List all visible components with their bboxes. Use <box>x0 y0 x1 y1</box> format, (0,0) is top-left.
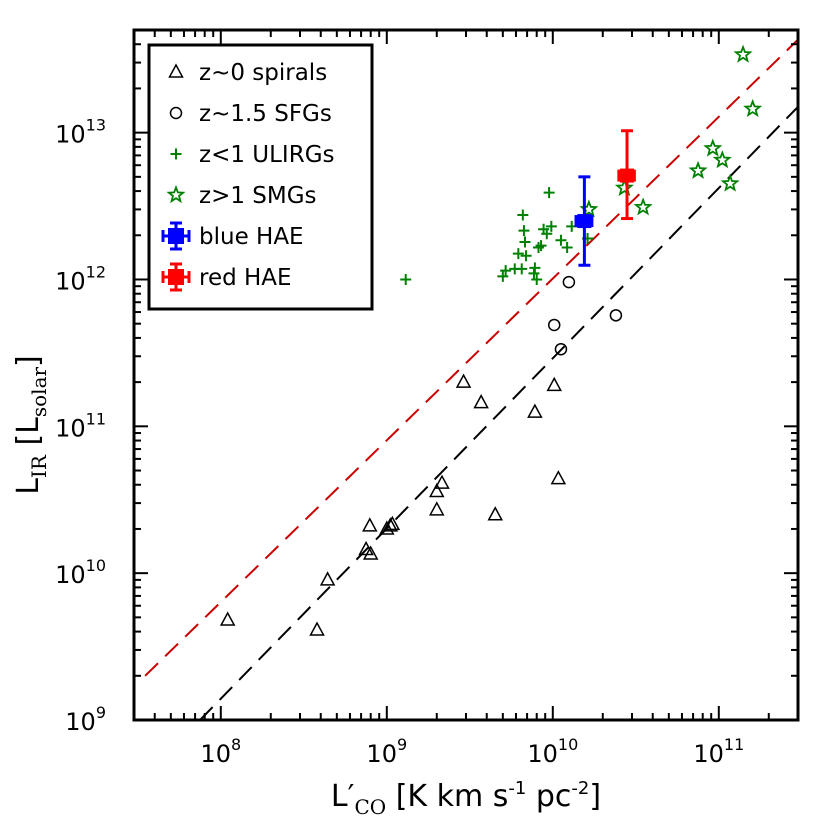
point-blue-hae <box>574 175 594 267</box>
point-z-1-smgs <box>720 173 740 192</box>
legend-box <box>147 43 374 311</box>
point-z-1-smgs <box>633 197 653 216</box>
point-z-1-ulirgs <box>543 187 555 199</box>
legend-label-z-1-smgs: z>1 SMGs <box>199 183 317 209</box>
legend-marker-red-hae <box>161 262 191 292</box>
point-z-1-ulirgs <box>519 236 531 248</box>
x-axis-label-exp1: -1 <box>508 778 526 799</box>
x-tick-labels: 108 109 1010 1011 <box>200 735 744 768</box>
point-z-0-spirals <box>379 520 395 535</box>
legend-marker-z-1-5-sfgs <box>169 106 183 120</box>
point-z-0-spirals <box>219 611 236 626</box>
point-z-1-smgs <box>712 150 732 169</box>
point-z-1-5-sfgs <box>547 318 561 332</box>
legend-label-red-hae: red HAE <box>199 265 292 291</box>
point-z-1-ulirgs <box>555 234 567 246</box>
point-z-0-spirals <box>434 474 450 489</box>
point-z-1-ulirgs <box>512 248 524 260</box>
point-z-1-5-sfgs <box>554 342 568 356</box>
point-z-1-ulirgs <box>532 242 544 254</box>
x-axis-label-mid: pc <box>526 779 571 814</box>
point-z-1-ulirgs <box>520 250 532 262</box>
point-z-1-smgs <box>614 177 634 197</box>
point-z-1-smgs <box>703 138 723 157</box>
x-axis-label-exp2: -2 <box>571 778 589 799</box>
y-tick-labels: 109 1010 1011 1012 1013 <box>55 116 106 736</box>
point-z-1-ulirgs <box>535 240 547 252</box>
y-tick-label: 109 <box>65 703 106 736</box>
point-z-1-ulirgs <box>518 225 530 237</box>
y-axis-label-open: [L <box>11 417 46 455</box>
point-z-1-5-sfgs <box>609 309 623 322</box>
point-z-1-ulirgs <box>531 273 543 285</box>
point-z-1-smgs <box>688 160 708 179</box>
point-z-0-spirals <box>362 517 378 532</box>
legend-marker-blue-hae <box>161 221 191 251</box>
x-tick-label: 1010 <box>527 735 578 768</box>
x-axis-label-rest: [K km s <box>386 779 508 814</box>
point-z-1-5-sfgs <box>562 275 576 289</box>
x-axis-label-end: ] <box>589 779 601 814</box>
x-axis-label: L′CO [K km s-1 pc-2] <box>331 778 601 819</box>
point-z-1-smgs <box>743 98 763 118</box>
data-points <box>219 44 763 636</box>
legend-label-z-1-5-sfgs: z~1.5 SFGs <box>199 101 332 127</box>
relation-line-2 <box>144 38 798 677</box>
point-z-0-spirals <box>487 506 503 521</box>
legend-marker-z-0-spirals <box>168 63 184 78</box>
y-axis-label-main: L <box>11 478 46 495</box>
y-tick-label: 1013 <box>55 116 106 149</box>
point-z-0-spirals <box>362 545 379 560</box>
point-z-1-ulirgs <box>400 273 412 285</box>
legend-label-z-1-ulirgs: z<1 ULIRGs <box>199 142 335 168</box>
point-z-0-spirals <box>382 517 399 532</box>
point-z-0-spirals <box>546 376 562 392</box>
point-z-1-ulirgs <box>517 209 529 221</box>
point-z-1-ulirgs <box>497 270 509 282</box>
legend-marker-z-1-ulirgs <box>170 148 182 160</box>
point-z-1-ulirgs <box>500 265 512 277</box>
legend-entries: z~0 spirals z~1.5 SFGs z<1 ULIRGs z>1 SMGs b… <box>161 60 335 292</box>
point-z-1-ulirgs <box>516 263 528 275</box>
plot-frame <box>132 28 800 722</box>
x-axis-label-sub: CO <box>354 795 386 819</box>
y-axis-label-sub2: solar <box>27 367 51 418</box>
point-z-1-ulirgs <box>545 220 557 232</box>
point-z-0-spirals <box>384 515 401 531</box>
legend: z~0 spirals z~1.5 SFGs z<1 ULIRGs z>1 SMGs b… <box>147 43 374 311</box>
x-axis-label-main: L′ <box>331 779 355 814</box>
y-tick-label: 1012 <box>55 262 106 295</box>
legend-marker-z-1-smgs <box>166 184 186 204</box>
relation-line-1 <box>199 106 798 720</box>
point-z-1-ulirgs <box>561 242 573 254</box>
x-tick-label: 108 <box>200 735 241 768</box>
point-z-1-smgs <box>733 44 753 63</box>
point-red-hae <box>617 129 636 221</box>
y-axis-label: LIR [Lsolar] <box>11 355 51 495</box>
point-z-0-spirals <box>429 501 445 516</box>
point-z-1-ulirgs <box>538 223 550 235</box>
x-tick-label: 109 <box>366 735 407 768</box>
point-z-0-spirals <box>550 470 567 485</box>
x-tick-label: 1011 <box>693 735 744 768</box>
relation-lines <box>144 38 798 720</box>
y-tick-label: 1010 <box>55 556 106 589</box>
point-z-0-spirals <box>319 571 336 586</box>
point-z-0-spirals <box>309 621 325 636</box>
point-z-0-spirals <box>455 373 472 388</box>
legend-label-blue-hae: blue HAE <box>199 224 304 250</box>
y-axis-label-close: ] <box>11 355 46 367</box>
point-z-1-ulirgs <box>529 262 541 274</box>
y-axis-label-sub: IR <box>27 454 51 478</box>
y-tick-label: 1011 <box>55 409 106 442</box>
point-z-0-spirals <box>473 394 489 409</box>
legend-label-z-0-spirals: z~0 spirals <box>199 60 327 86</box>
point-z-0-spirals <box>429 482 445 498</box>
point-z-0-spirals <box>527 403 543 418</box>
